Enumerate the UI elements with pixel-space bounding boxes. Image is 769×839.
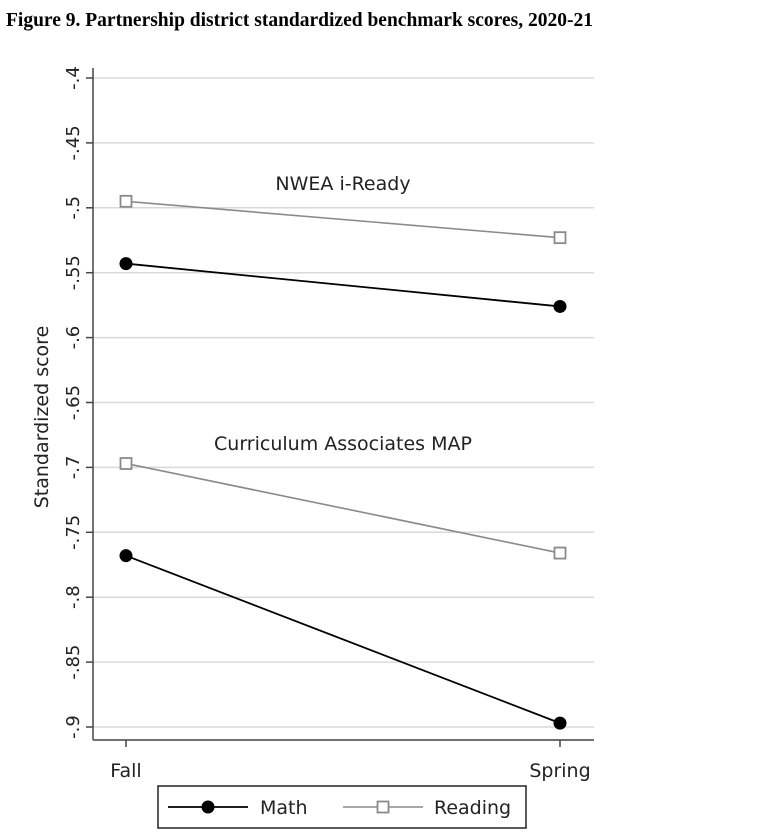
series-lines [119,194,567,730]
group-annotations: NWEA i-Ready Curriculum Associates MAP [214,173,472,455]
reading-point [553,231,567,245]
math-line [125,262,561,308]
legend-reading-marker [376,800,390,814]
plot-background [14,42,759,832]
group-annotation: Curriculum Associates MAP [214,433,472,455]
group-annotation: NWEA i-Ready [275,173,410,195]
y-tick-label: -.65 [63,385,84,420]
y-ticks: -.4 -.45 -.5 -.55 -.6 -.65 -.7 -.75 -.8 -.85 -.9 [63,66,93,739]
reading-line [125,200,561,239]
figure-title: Figure 9. Partnership district standardi… [6,10,593,31]
math-point [553,716,567,730]
legend-math-label: Math [260,797,308,819]
y-tick-label: -.4 [63,66,84,90]
math-point [119,257,133,271]
legend: Math Reading [157,785,527,829]
gridlines [93,77,594,728]
y-tick-label: -.5 [63,196,84,220]
y-tick-label: -.6 [63,326,84,350]
y-axis-label: Standardized score [31,326,53,509]
y-tick-label: -.8 [63,585,84,609]
x-ticks: Fall Spring [110,740,591,782]
axes [92,68,594,741]
x-tick-label: Spring [529,760,590,782]
legend-reading-label: Reading [434,797,511,819]
legend-math-marker [201,800,215,814]
reading-point [119,457,133,470]
y-tick-label: -.7 [63,456,84,480]
reading-line [125,462,561,554]
math-point [553,299,567,313]
math-line [125,554,561,724]
math-point [119,549,133,563]
y-tick-label: -.9 [63,715,84,739]
y-tick-label: -.55 [63,255,84,290]
x-tick-label: Fall [110,760,141,782]
reading-point [553,546,567,560]
y-tick-label: -.85 [63,645,84,680]
y-tick-label: -.75 [63,515,84,550]
reading-point [119,194,133,208]
y-tick-label: -.45 [63,125,84,160]
